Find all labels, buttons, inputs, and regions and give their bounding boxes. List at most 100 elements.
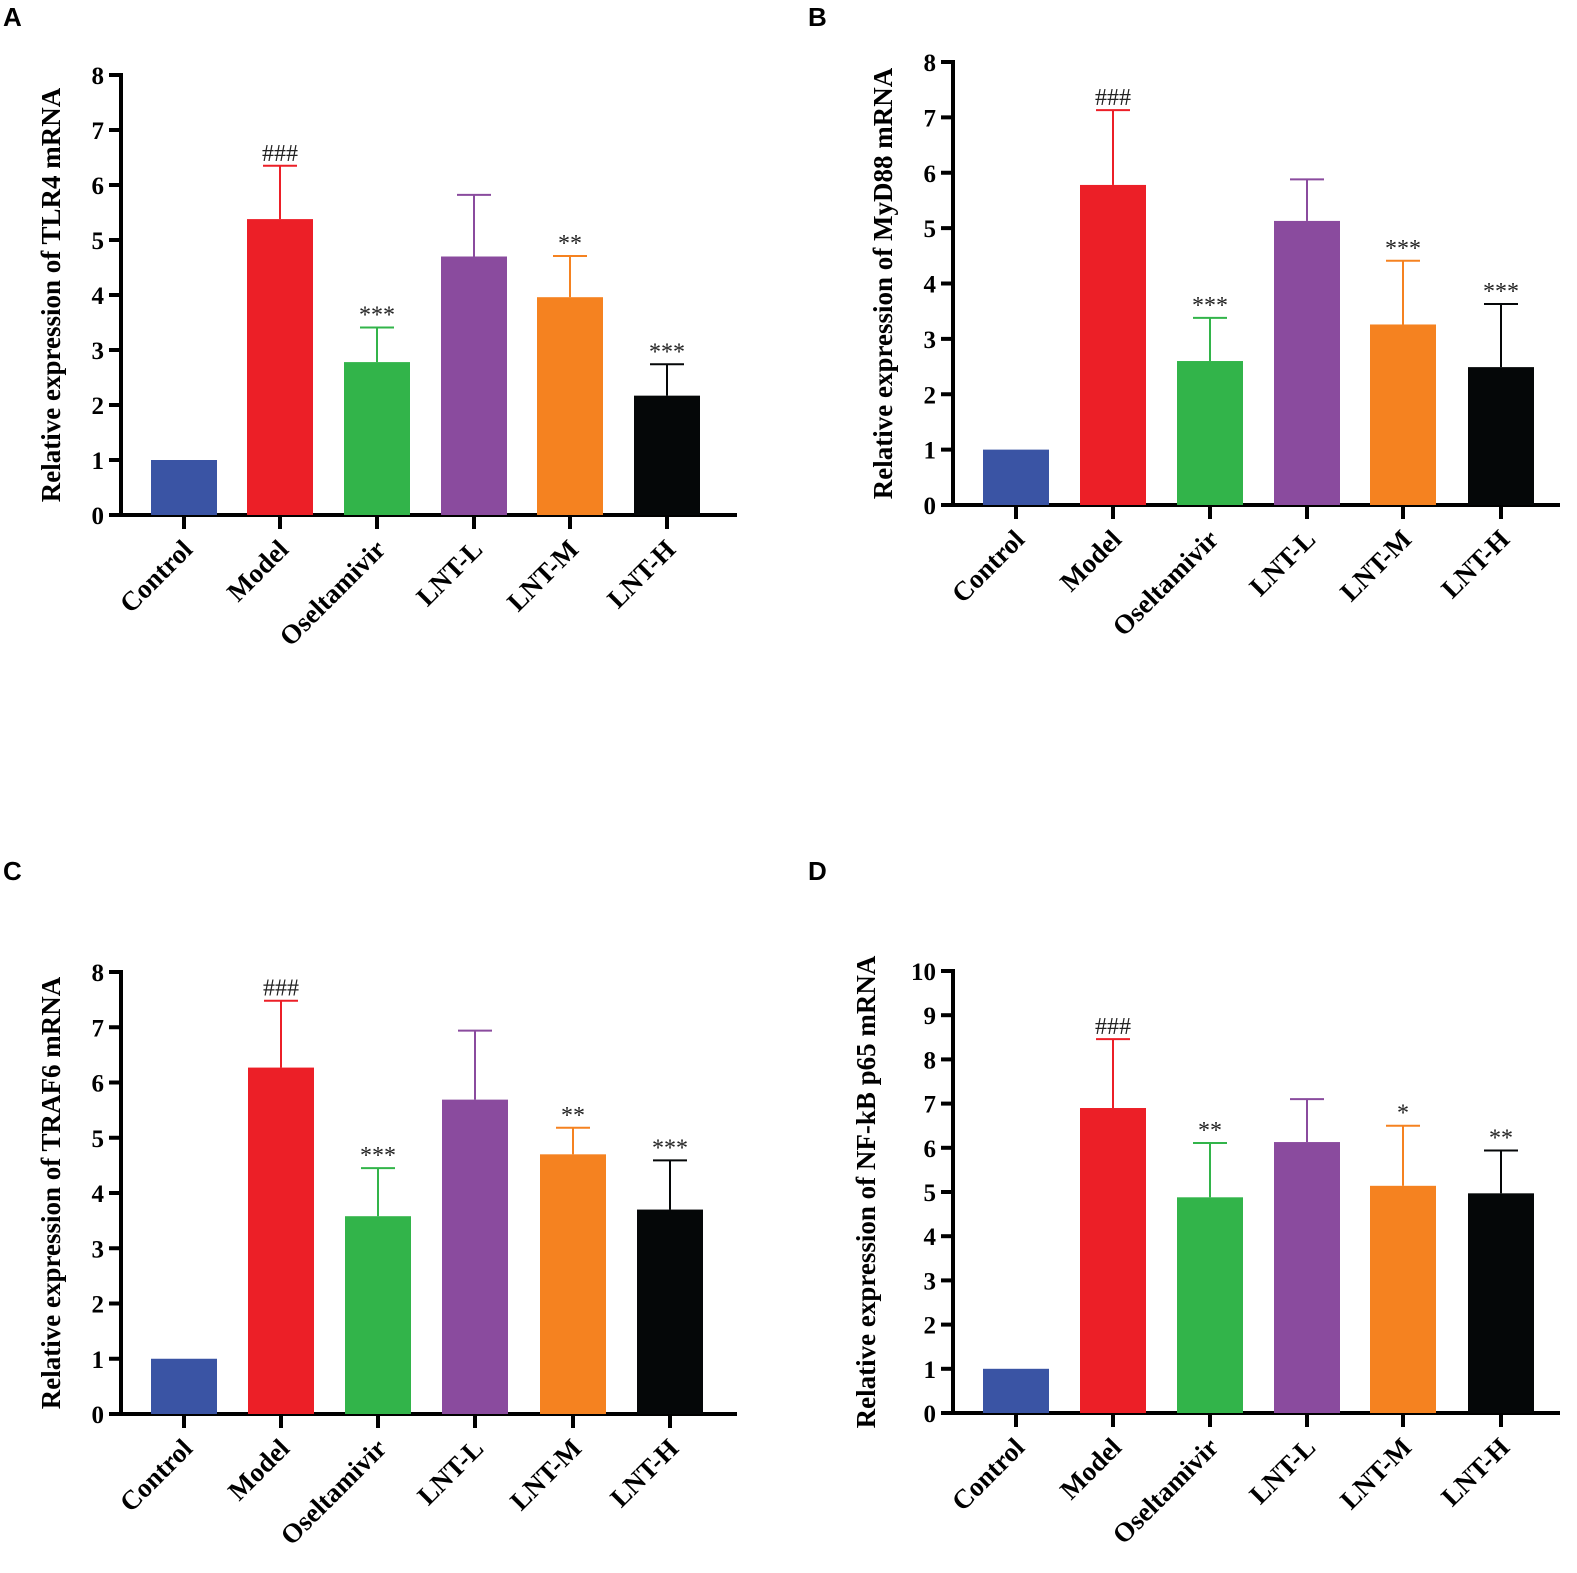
y-tick-label: 1	[924, 438, 937, 465]
y-tick-label: 1	[92, 1347, 105, 1374]
y-tick-label: 5	[92, 1126, 105, 1153]
x-tick-label: Oseltamivir	[274, 534, 392, 652]
x-tick-label: Oseltamivir	[1107, 524, 1225, 642]
panel-letter: A	[3, 2, 22, 32]
panel-letter: D	[808, 856, 827, 886]
panel-letter: C	[3, 856, 22, 886]
x-tick-label: LNT-M	[1334, 1432, 1417, 1515]
y-tick-label: 8	[924, 50, 937, 77]
y-tick-label: 2	[92, 393, 105, 420]
x-tick-label: LNT-M	[1334, 524, 1417, 607]
y-tick-label: 9	[924, 1003, 937, 1030]
y-tick-label: 0	[924, 1401, 937, 1428]
x-tick-label: Model	[1054, 524, 1128, 598]
y-tick-label: 2	[92, 1292, 105, 1319]
y-tick-label: 1	[924, 1357, 937, 1384]
significance-label: ***	[652, 1135, 688, 1161]
x-tick-label: LNT-H	[604, 1433, 684, 1513]
bar-lnt-l	[442, 1099, 508, 1414]
significance-label: ###	[263, 976, 299, 1002]
bar-lnt-l	[1274, 1142, 1340, 1413]
y-tick-label: 7	[924, 105, 937, 132]
significance-label: ###	[262, 141, 298, 167]
bar-lnt-m	[537, 297, 603, 515]
bar-lnt-m	[540, 1154, 606, 1414]
y-tick-label: 5	[92, 228, 105, 255]
bar-lnt-h	[1468, 1193, 1534, 1413]
bar-model	[1080, 184, 1146, 505]
y-tick-label: 6	[92, 173, 105, 200]
bar-lnt-m	[1370, 1185, 1436, 1413]
panel-letter: B	[808, 2, 827, 32]
bar-oseltamivir	[345, 1216, 411, 1414]
y-tick-label: 3	[924, 327, 937, 354]
y-tick-label: 6	[92, 1071, 105, 1098]
y-tick-label: 6	[924, 1136, 937, 1163]
bar-control	[983, 1368, 1049, 1413]
chart-panel-d: D Relative expression of NF-kB p65 mRNA 0 1…	[808, 856, 1560, 1550]
significance-label: ***	[360, 1143, 396, 1169]
y-tick-label: 8	[924, 1047, 937, 1074]
bar-oseltamivir	[1177, 361, 1243, 505]
x-tick-label: Control	[946, 524, 1031, 609]
significance-label: ***	[649, 339, 685, 365]
y-tick-label: 2	[924, 1313, 937, 1340]
x-tick-label: Model	[221, 534, 295, 608]
chart-panel-c: C Relative expression of TRAF6 mRNA 0 1 2 3 4 5…	[3, 856, 737, 1551]
y-tick-label: 0	[924, 493, 937, 520]
y-axis-label: Relative expression of NF-kB p65 mRNA	[851, 955, 881, 1428]
x-tick-label: Model	[1054, 1432, 1128, 1506]
y-tick-label: 7	[924, 1092, 937, 1119]
bar-lnt-l	[441, 256, 507, 515]
x-tick-label: Oseltamivir	[275, 1433, 393, 1551]
y-tick-label: 8	[92, 63, 105, 90]
x-tick-label: Control	[114, 534, 199, 619]
bar-lnt-h	[634, 395, 700, 515]
bar-oseltamivir	[1177, 1197, 1243, 1413]
y-tick-label: 4	[924, 1224, 937, 1251]
chart-panel-b: B Relative expression of MyD88 mRNA 0 1 2 3 4 5…	[808, 2, 1560, 642]
bar-lnt-h	[637, 1209, 703, 1414]
x-tick-label: LNT-H	[1435, 524, 1515, 604]
y-tick-label: 5	[924, 216, 937, 243]
y-tick-label: 7	[92, 1015, 105, 1042]
x-tick-label: LNT-H	[1435, 1432, 1515, 1512]
significance-label: ***	[359, 302, 395, 328]
y-tick-label: 3	[92, 338, 105, 365]
bar-oseltamivir	[344, 362, 410, 515]
x-tick-label: Control	[946, 1432, 1031, 1517]
y-tick-label: 0	[92, 1402, 105, 1429]
bar-model	[1080, 1108, 1146, 1413]
significance-label: ***	[1385, 236, 1421, 262]
significance-label: **	[558, 231, 582, 257]
y-tick-label: 0	[92, 503, 105, 530]
y-tick-label: 6	[924, 161, 937, 188]
x-tick-label: LNT-M	[501, 534, 584, 617]
bar-model	[247, 219, 313, 515]
significance-label: **	[561, 1103, 585, 1129]
bar-control	[151, 1358, 217, 1414]
bar-lnt-l	[1274, 220, 1340, 505]
y-axis-label: Relative expression of MyD88 mRNA	[868, 67, 898, 499]
y-tick-label: 4	[92, 1181, 105, 1208]
bar-lnt-m	[1370, 324, 1436, 505]
y-axis-label: Relative expression of TLR4 mRNA	[36, 87, 66, 502]
significance-label: ###	[1095, 1014, 1131, 1040]
x-tick-label: LNT-M	[504, 1433, 587, 1516]
significance-label: ***	[1192, 293, 1228, 319]
x-tick-label: LNT-L	[1243, 1432, 1321, 1510]
y-tick-label: 2	[924, 382, 937, 409]
significance-label: ###	[1095, 85, 1131, 111]
y-tick-label: 4	[924, 272, 937, 299]
x-tick-label: Model	[222, 1433, 296, 1507]
y-tick-label: 3	[924, 1268, 937, 1295]
y-axis-label: Relative expression of TRAF6 mRNA	[36, 976, 66, 1409]
bar-control	[151, 460, 217, 515]
x-tick-label: LNT-L	[411, 1433, 489, 1511]
x-tick-label: Control	[114, 1433, 199, 1518]
y-tick-label: 1	[92, 448, 105, 475]
bar-control	[983, 449, 1049, 505]
significance-label: **	[1489, 1125, 1513, 1151]
x-tick-label: Oseltamivir	[1107, 1432, 1225, 1550]
